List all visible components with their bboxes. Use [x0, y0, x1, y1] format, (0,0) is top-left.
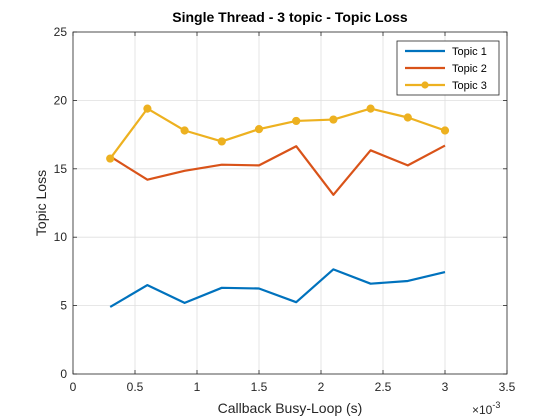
legend-label-topic-2: Topic 2 — [452, 63, 487, 75]
data-point-topic-3 — [217, 137, 226, 146]
x-tick-label: 3.5 — [499, 380, 516, 394]
y-tick-label: 15 — [54, 162, 68, 176]
data-point-topic-3 — [143, 104, 152, 113]
data-point-topic-3 — [254, 125, 264, 134]
legend: Topic 1 Topic 2 Topic 3 — [396, 40, 500, 96]
axis-ticks — [72, 31, 508, 375]
x-exponent: ×10-3 — [472, 400, 500, 417]
data-point-topic-3 — [292, 116, 301, 126]
tick-labels: 0 0.5 1 1.5 2 2.5 3 3.5 0 5 10 15 20 25 — [54, 25, 516, 394]
legend-label-topic-3: Topic 3 — [452, 80, 487, 92]
x-tick-label: 2.5 — [375, 380, 392, 394]
plot-frame — [72, 31, 508, 375]
data-point-topic-3 — [440, 126, 450, 135]
data-point-topic-3 — [329, 115, 338, 124]
x-tick-label: 2 — [318, 380, 325, 394]
data-point-topic-3 — [403, 113, 412, 122]
data-point-topic-3 — [180, 126, 189, 135]
x-tick-label: 0.5 — [127, 380, 144, 394]
y-tick-label: 5 — [60, 299, 67, 313]
x-exponent-base: ×10 — [472, 403, 493, 417]
data-point-topic-3 — [106, 154, 115, 163]
x-exponent-power: -3 — [492, 400, 500, 410]
series-layer — [106, 104, 450, 308]
legend-marker-topic-3 — [421, 81, 429, 89]
chart-title: Single Thread - 3 topic - Topic Loss — [172, 9, 408, 25]
x-tick-label: 0 — [70, 380, 77, 394]
y-tick-label: 10 — [54, 230, 68, 244]
x-tick-label: 3 — [442, 380, 449, 394]
x-tick-label: 1 — [194, 380, 201, 394]
y-tick-label: 20 — [54, 93, 68, 107]
legend-label-topic-1: Topic 1 — [452, 46, 487, 58]
y-axis-label: Topic Loss — [33, 170, 49, 236]
series-line-topic-2 — [109, 144, 446, 196]
y-tick-label: 25 — [54, 25, 68, 39]
series-line-topic-3 — [109, 107, 446, 160]
y-tick-label: 0 — [60, 367, 67, 381]
data-point-topic-3 — [366, 104, 375, 113]
x-axis-label: Callback Busy-Loop (s) — [218, 400, 363, 416]
x-tick-label: 1.5 — [251, 380, 268, 394]
series-line-topic-1 — [109, 268, 446, 308]
